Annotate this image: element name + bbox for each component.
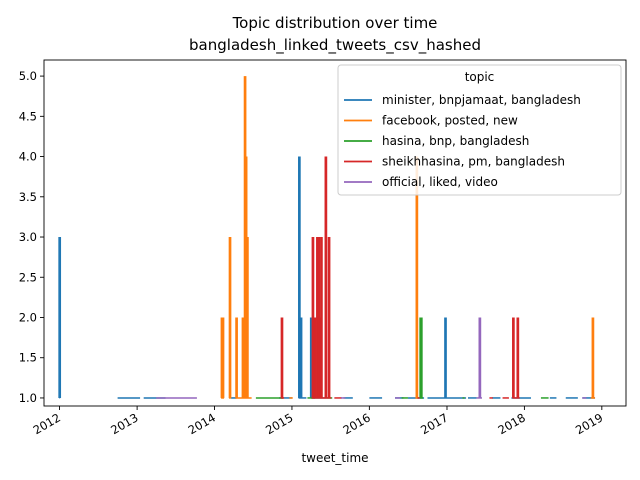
y-tick-label: 1.5	[19, 351, 37, 365]
legend-box	[337, 64, 622, 196]
legend-label: facebook, posted, new	[382, 114, 518, 128]
series-1	[58, 156, 596, 399]
chart-title: Topic distribution over time	[232, 14, 438, 32]
y-tick-label: 3.5	[19, 190, 37, 204]
series-5	[156, 317, 587, 399]
x-tick-label: 2012	[31, 410, 63, 437]
axes: 1.0 1.5 2.0 2.5 3.0 3.5 4.0 4.5 5.0 2012 2013 2014 2…	[19, 59, 627, 437]
x-axis-label: tweet_time	[301, 451, 368, 465]
legend: topic minister, bnpjamaat, bangladesh face…	[337, 64, 622, 196]
series-3	[255, 317, 549, 399]
x-tick-label: 2015	[263, 410, 295, 437]
legend-label: official, liked, video	[382, 175, 498, 189]
y-tick-label: 2.0	[19, 310, 37, 324]
legend-item: hasina, bnp, bangladesh	[344, 134, 529, 148]
y-tick-label: 2.5	[19, 270, 37, 284]
legend-label: minister, bnpjamaat, bangladesh	[382, 93, 581, 107]
x-tick-label: 2014	[186, 410, 218, 437]
legend-item: sheikhhasina, pm, bangladesh	[344, 155, 565, 169]
x-tick-label: 2016	[341, 410, 373, 437]
series-2	[220, 76, 596, 399]
y-tick-label: 3.0	[19, 230, 37, 244]
x-tick-label: 2013	[108, 410, 140, 437]
plot-area	[58, 76, 596, 399]
chart-subtitle: bangladesh_linked_tweets_csv_hashed	[189, 36, 481, 55]
legend-item: facebook, posted, new	[344, 114, 518, 128]
legend-title: topic	[465, 70, 495, 84]
legend-label: hasina, bnp, bangladesh	[382, 134, 529, 148]
x-tick-label: 2018	[496, 410, 528, 437]
legend-item: minister, bnpjamaat, bangladesh	[344, 93, 581, 107]
y-tick-label: 5.0	[19, 69, 37, 83]
legend-label: sheikhhasina, pm, bangladesh	[382, 155, 565, 169]
x-tick-label: 2017	[418, 410, 450, 437]
y-tick-label: 4.0	[19, 150, 37, 164]
legend-item: official, liked, video	[344, 175, 498, 189]
x-tick-label: 2019	[573, 410, 605, 437]
y-tick-label: 1.0	[19, 391, 37, 405]
y-tick-label: 4.5	[19, 109, 37, 123]
series-4	[280, 156, 520, 399]
plot-frame	[43, 59, 627, 407]
